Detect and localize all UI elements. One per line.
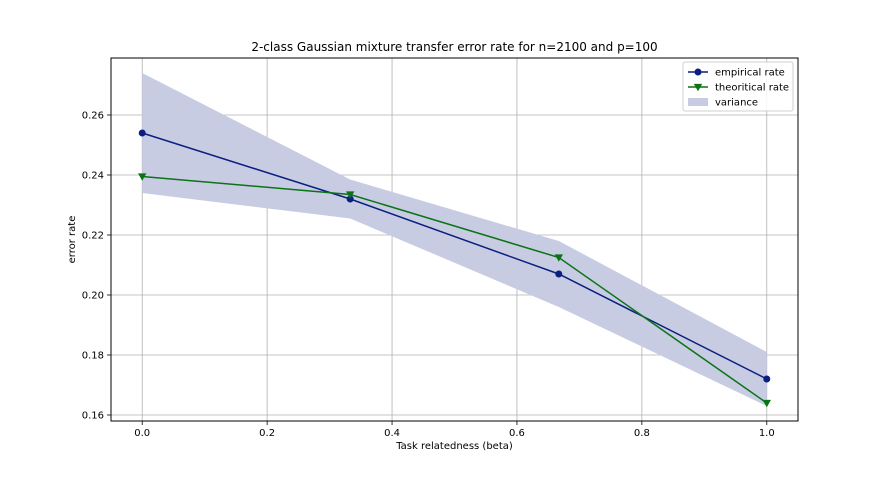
plot-frame — [110, 57, 799, 422]
theoretical-rate-series — [138, 173, 771, 408]
y-tick-label: 0.18 — [82, 351, 104, 362]
x-tick-label: 0.4 — [384, 428, 400, 439]
y-tick-label: 0.26 — [82, 111, 104, 122]
y-tick-label: 0.16 — [82, 411, 104, 422]
x-tick-label: 1.0 — [759, 428, 775, 439]
legend-label: theoritical rate — [715, 83, 789, 94]
x-tick-label: 0.6 — [509, 428, 525, 439]
theoretical-rate-line — [142, 175, 768, 404]
empirical-rate-point — [555, 270, 563, 278]
legend-label: variance — [715, 98, 758, 109]
x-tick-label: 0.2 — [259, 428, 275, 439]
theoretical-rate-point — [138, 173, 147, 181]
empirical-rate-line — [142, 132, 768, 380]
legend-entry-theoretical-rate: theoritical rate — [688, 83, 789, 94]
chart-title: 2-class Gaussian mixture transfer error … — [251, 40, 657, 54]
x-axis: 0.0 0.2 0.4 0.6 0.8 1.0 — [134, 421, 775, 439]
theoretical-rate-point — [554, 254, 563, 262]
empirical-rate-point — [763, 375, 771, 383]
legend-entry-empirical-rate: empirical rate — [688, 68, 785, 79]
legend-empirical-rate-point — [694, 68, 702, 76]
legend-swatch — [688, 98, 708, 106]
variance-band — [142, 73, 767, 406]
legend-label: empirical rate — [715, 68, 785, 79]
legend-box — [682, 61, 794, 112]
legend: empirical rate theoritical rate variance — [682, 61, 794, 112]
x-tick-label: 0.8 — [634, 428, 650, 439]
x-axis-title: Task relatedness (beta) — [395, 441, 513, 452]
empirical-rate-point — [138, 129, 146, 137]
theoretical-rate-point — [762, 399, 771, 408]
theoretical-rate-point — [346, 191, 355, 199]
empirical-rate-point — [346, 195, 354, 203]
legend-entry-variance: variance — [688, 98, 758, 109]
y-axis-title: error rate — [67, 216, 78, 264]
y-tick-label: 0.20 — [82, 291, 104, 302]
empirical-rate-series — [138, 129, 771, 383]
y-axis: 0.16 0.18 0.20 0.22 0.24 0.26 — [82, 111, 111, 422]
series-layer — [138, 129, 771, 408]
y-tick-label: 0.22 — [82, 231, 104, 242]
y-tick-label: 0.24 — [82, 171, 104, 182]
legend-theoretical-rate-point — [693, 83, 703, 92]
x-tick-label: 0.0 — [134, 428, 150, 439]
